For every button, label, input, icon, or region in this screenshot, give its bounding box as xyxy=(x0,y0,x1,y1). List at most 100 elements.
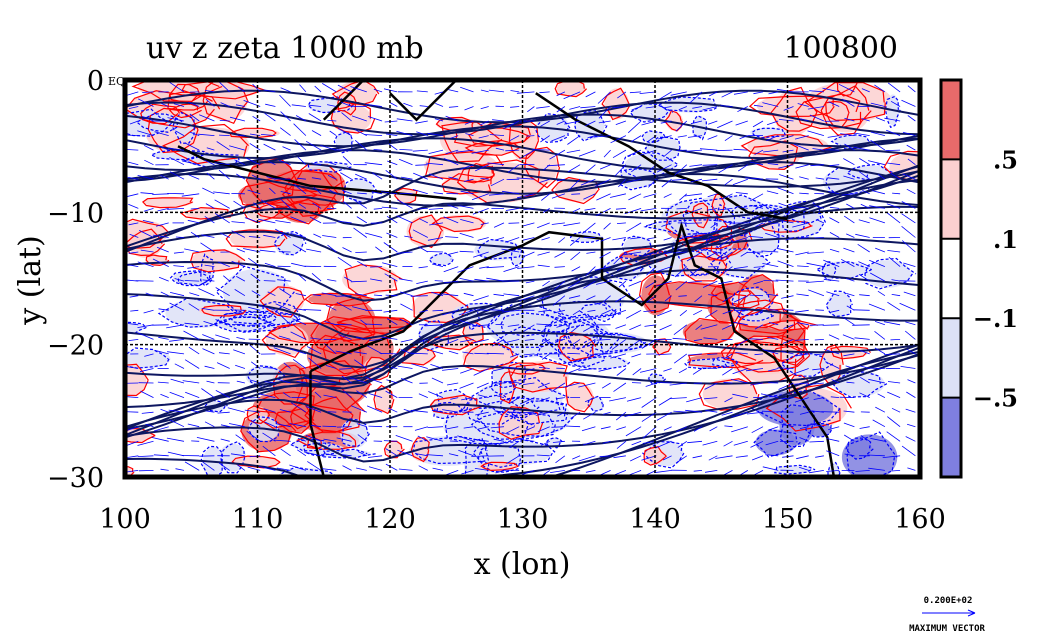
wind-vector xyxy=(431,291,444,297)
wind-vector xyxy=(626,309,642,319)
wind-vector xyxy=(219,232,230,238)
wind-vector xyxy=(154,131,169,136)
wind-vector xyxy=(814,353,824,356)
wind-vector xyxy=(901,99,916,107)
vorticity-contour xyxy=(737,274,779,312)
wind-vector xyxy=(613,251,627,265)
vorticity-contour xyxy=(470,411,556,440)
wind-vector xyxy=(153,426,169,432)
wind-vector xyxy=(844,117,855,122)
wind-vector xyxy=(415,453,428,457)
wind-vector xyxy=(715,455,733,459)
wind-vector xyxy=(615,208,626,210)
wind-vector xyxy=(869,259,886,267)
wind-vector xyxy=(262,432,276,442)
wind-vector xyxy=(552,440,565,443)
wind-vector xyxy=(355,173,367,180)
wind-vector xyxy=(327,104,337,107)
vorticity-contour xyxy=(373,384,395,415)
wind-vector xyxy=(368,393,383,398)
wind-vector xyxy=(448,106,459,108)
wind-vector xyxy=(308,113,322,122)
wind-vector xyxy=(571,193,581,195)
wind-vector xyxy=(174,363,185,369)
wind-vector xyxy=(735,339,748,347)
wind-vector xyxy=(126,455,139,458)
vorticity-contour xyxy=(125,321,147,334)
wind-vector xyxy=(584,208,596,211)
wind-vector xyxy=(761,250,779,253)
colorbar-label: .1 xyxy=(993,225,1018,254)
wind-vector xyxy=(753,266,764,268)
wind-vector xyxy=(750,193,764,202)
wind-vector xyxy=(400,378,413,384)
wind-vector xyxy=(263,143,276,151)
wind-vector xyxy=(258,393,276,398)
wind-vector xyxy=(503,293,520,297)
wind-vector xyxy=(732,368,748,375)
wind-vector xyxy=(185,143,200,151)
wind-vector xyxy=(816,219,825,224)
wind-vector xyxy=(869,205,885,209)
wind-vector xyxy=(754,470,764,476)
wind-vector xyxy=(379,353,398,355)
wind-vector xyxy=(855,470,870,472)
wind-vector xyxy=(737,164,749,172)
wind-vector xyxy=(821,411,840,413)
wind-vector xyxy=(220,438,230,442)
vorticity-contour xyxy=(131,80,223,103)
wind-vector xyxy=(733,440,748,446)
wind-vector xyxy=(580,106,596,109)
vorticity-patch xyxy=(666,111,683,131)
wind-vector xyxy=(907,158,916,166)
vorticity-contour xyxy=(883,150,920,182)
wind-vector xyxy=(585,91,596,98)
wind-vector xyxy=(740,251,749,257)
wind-vector xyxy=(699,148,718,151)
wind-vector xyxy=(442,409,459,413)
vorticity-contour xyxy=(846,431,898,477)
wind-vector xyxy=(761,410,779,413)
wind-vector xyxy=(686,251,703,262)
wind-vector xyxy=(308,104,322,107)
wind-vector xyxy=(385,133,398,136)
wind-vector xyxy=(216,362,230,369)
vorticity-contour xyxy=(177,271,211,287)
wind-vector xyxy=(765,440,779,446)
wind-vector xyxy=(249,379,261,384)
wind-vector xyxy=(248,306,261,311)
wind-vector xyxy=(886,129,901,136)
wind-vector xyxy=(428,149,444,154)
wind-vector xyxy=(154,349,169,355)
wind-vector xyxy=(808,470,824,474)
wind-vector xyxy=(541,193,550,201)
wind-vector xyxy=(686,149,703,152)
wind-vector xyxy=(464,106,474,111)
wind-vector xyxy=(160,468,169,471)
vorticity-patch xyxy=(429,253,454,265)
wind-vector xyxy=(761,349,779,355)
wind-vector xyxy=(875,406,886,413)
wind-vector xyxy=(442,309,459,316)
vorticity-patch xyxy=(190,249,243,272)
wind-vector xyxy=(754,149,764,156)
wind-vector xyxy=(388,407,398,413)
wind-vector xyxy=(886,431,901,442)
wind-vector xyxy=(443,266,459,273)
wind-vector xyxy=(310,424,322,428)
colorbar-swatch xyxy=(941,318,961,398)
wind-vector xyxy=(291,402,307,413)
wind-vector xyxy=(891,279,901,282)
wind-vector xyxy=(460,190,474,195)
wind-vector xyxy=(278,159,291,166)
wind-vector xyxy=(720,105,733,107)
wind-vector xyxy=(693,470,703,472)
wind-vector xyxy=(826,450,840,457)
wind-vector xyxy=(313,186,322,195)
wind-vector xyxy=(431,377,444,384)
wind-vector xyxy=(169,419,185,428)
wind-vector xyxy=(901,445,916,457)
wind-vector xyxy=(138,98,154,107)
wind-vector xyxy=(536,454,550,457)
wind-vector xyxy=(687,135,703,138)
